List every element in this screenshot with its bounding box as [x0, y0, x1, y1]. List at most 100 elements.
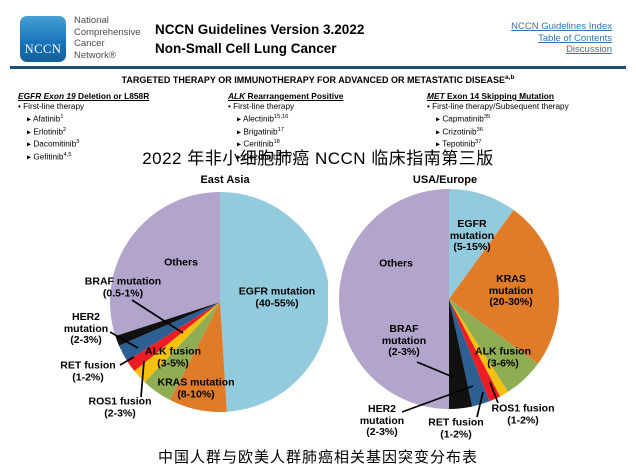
pie-label-kras-mutation: KRAS mutation (20-30%) [489, 273, 533, 309]
drug-reference-superscript: 17 [277, 126, 284, 133]
triangle-bullet-icon: ▸ [27, 114, 33, 124]
drug-name: Tepotinib [442, 140, 476, 150]
pie-label-line: BRAF [389, 322, 419, 335]
pie-label-her2-mutation: HER2 mutation (2-3%) [360, 402, 404, 439]
triangle-bullet-icon: ▸ [436, 114, 443, 124]
pie-label-ros1-fusion: ROS1 fusion (1-2%) [491, 402, 555, 427]
pie-svg-east-asia [109, 191, 328, 412]
chinese-heading: 2022 年非小细胞肺癌 NCCN 临床指南第三版 [142, 149, 494, 168]
pie-label-kras-mutation: KRAS mutation (8-10%) [157, 376, 235, 401]
drug-item-gefitinib: ▸ Gefitinib4,5 [18, 151, 223, 162]
pie-label-line: (1-2%) [440, 428, 472, 440]
header-link-nccn-guidelines-index[interactable]: NCCN Guidelines Index [511, 21, 612, 32]
pie-label-line: KRAS mutation [157, 376, 235, 389]
pie-label-line: RET fusion [60, 359, 116, 372]
pie-label-egfr-mutation: EGFR mutation (5-15%) [450, 217, 494, 254]
pie-chart-usa-europe: USA/Europe EGFR mutation (5-15%) KRAS mutatio… [330, 170, 636, 446]
triangle-bullet-icon: ▸ [436, 127, 443, 137]
drug-reference-superscript: 15,16 [273, 113, 289, 120]
therapy-column-alk: ALK Rearrangement Positive • First-line t… [228, 92, 433, 163]
drug-reference-superscript: 35 [483, 113, 491, 120]
pie-label-line: (20-30%) [489, 295, 533, 308]
triangle-bullet-icon: ▸ [27, 140, 34, 150]
pie-label-line: (2-3%) [104, 407, 136, 419]
drug-reference-superscript: 36 [476, 126, 483, 133]
drug-name: Capmatinib [442, 114, 484, 124]
pie-label-line: (0.5-1%) [102, 287, 144, 299]
pie-label-ret-fusion: RET fusion (1-2%) [60, 359, 116, 384]
pie-label-line: (8-10%) [177, 388, 215, 400]
pie-label-line: ALK fusion [475, 345, 531, 358]
drug-reference-superscript: 15,19 [277, 152, 293, 159]
pie-title-east-asia: East Asia [200, 174, 250, 186]
drug-name: Afatinib [32, 114, 61, 124]
pie-label-line: ROS1 fusion [491, 402, 555, 415]
pie-slice-kras-mutation [170, 302, 227, 412]
pie-label-egfr-mutation: EGFR mutation (40-55%) [239, 286, 315, 310]
triangle-bullet-icon: ▸ [237, 127, 244, 137]
pie-slice-ret-fusion [127, 302, 220, 372]
drug-item-afatinib: ▸ Afatinib1 [18, 113, 223, 124]
column-heading: EGFR Exon 19 Deletion or L858R [18, 92, 223, 101]
drug-item-crizotinib: ▸ Crizotinib15,19 [228, 151, 433, 162]
org-line: Comprehensive [74, 26, 141, 38]
triangle-bullet-icon: ▸ [27, 152, 34, 162]
drug-name: Erlotinib [33, 127, 63, 137]
column-heading-rest: Rearrangement Positive [245, 91, 344, 101]
pie-label-line: HER2 [71, 310, 101, 323]
drug-reference-superscript: 3 [76, 139, 80, 146]
drug-reference-superscript: 4,5 [63, 152, 72, 159]
drug-reference-superscript: 2 [62, 126, 67, 133]
pie-slice-others [339, 189, 449, 409]
drug-item-capmatinib: ▸ Capmatinib35 [427, 113, 632, 124]
gene-name: ALK [228, 91, 246, 101]
first-line-therapy-label: • First-line therapy/Subsequent therapy [427, 101, 569, 111]
figure-caption: 中国人群与欧美人群肺癌相关基因突变分布表 [157, 449, 478, 466]
pie-label-line: (3-6%) [487, 357, 519, 369]
pie-slice-alk-fusion [144, 302, 220, 401]
nccn-logo-icon: NCCN [20, 16, 66, 62]
pie-label-alk-fusion: ALK fusion (3-6%) [475, 345, 531, 370]
drug-name: Alectinib [242, 114, 274, 124]
therapy-column-egfr: EGFR Exon 19 Deletion or L858R • First-li… [18, 92, 223, 163]
first-line-therapy-label: • First-line therapy [228, 101, 295, 111]
header-link-table-of-contents[interactable]: Table of Contents [538, 32, 612, 44]
pie-label-others: Others [164, 257, 198, 269]
pie-slice-her2-mutation [449, 299, 490, 407]
pie-label-line: HER2 [367, 402, 397, 415]
pie-label-line: mutation [381, 334, 427, 347]
triangle-bullet-icon: ▸ [237, 140, 244, 150]
header-divider [10, 66, 626, 69]
pie-slice-ret-fusion [449, 299, 501, 402]
drug-item-ceritinib: ▸ Ceritinib18 [228, 138, 433, 149]
pie-label-alk-fusion: ALK fusion (3-5%) [145, 345, 201, 370]
pie-label-line: (2-3%) [388, 345, 420, 358]
header-link-discussion[interactable]: Discussion [566, 44, 612, 55]
pie-label-line: (5-15%) [453, 240, 491, 253]
therapy-column-met: MET Exon 14 Skipping Mutation • First-lin… [427, 92, 632, 150]
column-heading-rest: Deletion or L858R [75, 91, 150, 101]
pie-label-braf-mutation: BRAF mutation (2-3%) [381, 322, 427, 359]
column-heading: MET Exon 14 Skipping Mutation [427, 92, 632, 101]
triangle-bullet-icon: ▸ [237, 114, 243, 124]
drug-name: Ceritinib [243, 140, 274, 150]
first-line-therapy-label: • First-line therapy [18, 101, 85, 111]
pie-chart-east-asia: East Asia EGFR mutation (40-55%) KRAS mutat… [8, 170, 328, 446]
drug-reference-superscript: 1 [60, 113, 64, 120]
header-links: NCCN Guidelines Index Table of Contents Di… [511, 21, 612, 56]
pie-label-line: ALK fusion [145, 345, 201, 358]
drug-name: Crizotinib [442, 127, 477, 137]
drug-item-crizotinib: ▸ Crizotinib36 [427, 126, 632, 137]
pie-label-line: EGFR [457, 217, 487, 230]
drug-reference-superscript: 18 [273, 139, 280, 146]
triangle-bullet-icon: ▸ [436, 140, 443, 150]
nccn-logo-text: NCCN [24, 42, 62, 56]
pie-slice-kras-mutation [449, 210, 560, 364]
pie-label-line: RET fusion [428, 416, 484, 429]
section-banner-superscript: a,b [505, 74, 515, 81]
section-banner-text: TARGETED THERAPY OR IMMUNOTHERAPY FOR AD… [121, 75, 506, 85]
gene-name: MET [427, 91, 445, 101]
pie-label-line: mutation [63, 322, 109, 335]
org-line: National [74, 15, 109, 26]
